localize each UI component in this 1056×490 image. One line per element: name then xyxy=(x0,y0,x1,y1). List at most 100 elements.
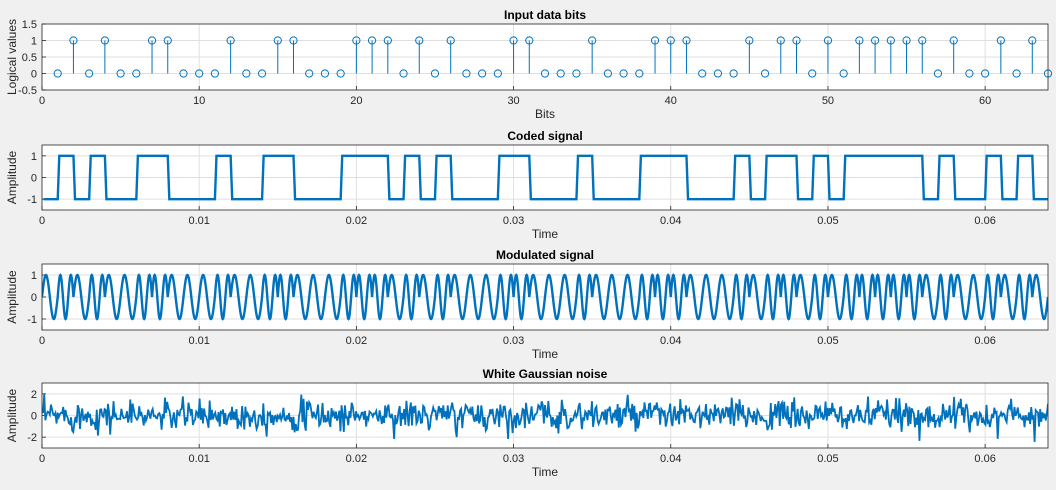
stem-marker xyxy=(69,36,78,45)
y-tick-label: 0.5 xyxy=(22,52,37,64)
x-tick-label: 0.05 xyxy=(817,453,838,465)
stem-marker xyxy=(981,69,990,78)
x-axis-label: Time xyxy=(532,465,559,479)
stem-marker xyxy=(399,69,408,78)
chart-title: Modulated signal xyxy=(496,248,594,262)
stem-marker xyxy=(745,36,754,45)
stem-marker xyxy=(179,69,188,78)
stem-marker xyxy=(383,36,392,45)
y-tick-label: -2 xyxy=(27,432,37,444)
y-tick-label: 0 xyxy=(31,411,37,423)
y-tick-label: 1.5 xyxy=(22,19,37,31)
stem-marker xyxy=(619,69,628,78)
stem-marker xyxy=(603,69,612,78)
stem-marker xyxy=(289,36,298,45)
x-tick-label: 0 xyxy=(39,215,45,227)
stem-marker xyxy=(132,69,141,78)
y-tick-label: -1 xyxy=(27,314,37,326)
stem-marker xyxy=(273,36,282,45)
x-axis-label: Bits xyxy=(535,107,555,121)
x-tick-label: 0.02 xyxy=(346,215,367,227)
stem-marker xyxy=(195,69,204,78)
stem-marker xyxy=(320,69,330,78)
stem-marker xyxy=(226,36,235,45)
x-tick-label: 0.01 xyxy=(188,215,209,227)
stem-marker xyxy=(666,36,675,45)
y-tick-label: -1 xyxy=(27,194,37,206)
stem-marker xyxy=(242,69,251,78)
stem-marker xyxy=(965,69,974,78)
y-axis-label: Amplitude xyxy=(5,270,19,324)
noise-signal-line xyxy=(42,393,1048,442)
y-tick-label: 1 xyxy=(31,36,37,48)
stem-marker xyxy=(698,69,707,78)
stem-marker xyxy=(650,36,660,45)
x-tick-label: 0.06 xyxy=(974,335,995,347)
stem-marker xyxy=(305,69,314,78)
stem-marker xyxy=(1012,69,1021,78)
y-tick-label: 2 xyxy=(31,389,37,401)
stem-marker xyxy=(257,69,267,78)
x-tick-label: 20 xyxy=(350,95,362,107)
modulated-signal-line xyxy=(42,273,1048,321)
stem-marker xyxy=(147,36,157,45)
stem-marker xyxy=(430,69,440,78)
stem-marker xyxy=(886,36,895,45)
stem-marker xyxy=(53,69,62,78)
y-tick-label: 0 xyxy=(31,292,37,304)
stem-marker xyxy=(415,36,424,45)
y-axis-label: Amplitude xyxy=(5,151,19,205)
x-tick-label: 0.01 xyxy=(188,335,209,347)
x-tick-label: 0.02 xyxy=(346,335,367,347)
stem-marker xyxy=(808,69,817,78)
x-tick-label: 0 xyxy=(39,335,45,347)
stem-marker xyxy=(949,36,958,45)
y-tick-label: 0 xyxy=(31,69,37,81)
x-tick-label: 0 xyxy=(39,95,45,107)
stem-marker xyxy=(352,36,361,45)
stem-marker xyxy=(933,69,943,78)
stem-marker xyxy=(493,69,502,78)
stem-marker xyxy=(100,36,109,45)
x-tick-label: 0.01 xyxy=(188,453,209,465)
x-tick-label: 10 xyxy=(193,95,205,107)
stem-marker xyxy=(729,69,738,78)
stem-marker xyxy=(210,69,220,78)
stem-marker xyxy=(902,36,911,45)
stem-marker xyxy=(588,36,597,45)
stem-marker xyxy=(163,36,172,45)
stem-marker xyxy=(776,36,785,45)
stem-marker xyxy=(478,69,487,78)
x-axis-label: Time xyxy=(532,347,559,361)
x-axis-label: Time xyxy=(532,227,559,241)
axes-frame xyxy=(41,382,1049,449)
x-tick-label: 50 xyxy=(822,95,834,107)
stem-marker xyxy=(823,36,833,45)
stem-marker xyxy=(918,36,927,45)
stem-marker xyxy=(792,36,801,45)
stem-marker xyxy=(540,69,550,78)
coded-signal-line xyxy=(43,154,1048,201)
x-tick-label: 0 xyxy=(39,453,45,465)
x-tick-label: 30 xyxy=(507,95,519,107)
stem-marker xyxy=(116,69,125,78)
x-tick-label: 40 xyxy=(665,95,677,107)
x-tick-label: 0.03 xyxy=(503,453,524,465)
stem-marker xyxy=(572,69,581,78)
chart-title: Input data bits xyxy=(504,8,586,22)
stem-marker xyxy=(682,36,691,45)
stem-marker xyxy=(525,36,534,45)
axes-frame xyxy=(41,144,1049,211)
stem-marker xyxy=(509,36,518,45)
stem-marker xyxy=(713,69,723,78)
stem-marker xyxy=(760,69,770,78)
stem-marker xyxy=(855,36,864,45)
stem-marker xyxy=(839,69,848,78)
stem-marker xyxy=(870,36,880,45)
x-tick-label: 0.05 xyxy=(817,215,838,227)
chart-title: White Gaussian noise xyxy=(483,367,608,381)
